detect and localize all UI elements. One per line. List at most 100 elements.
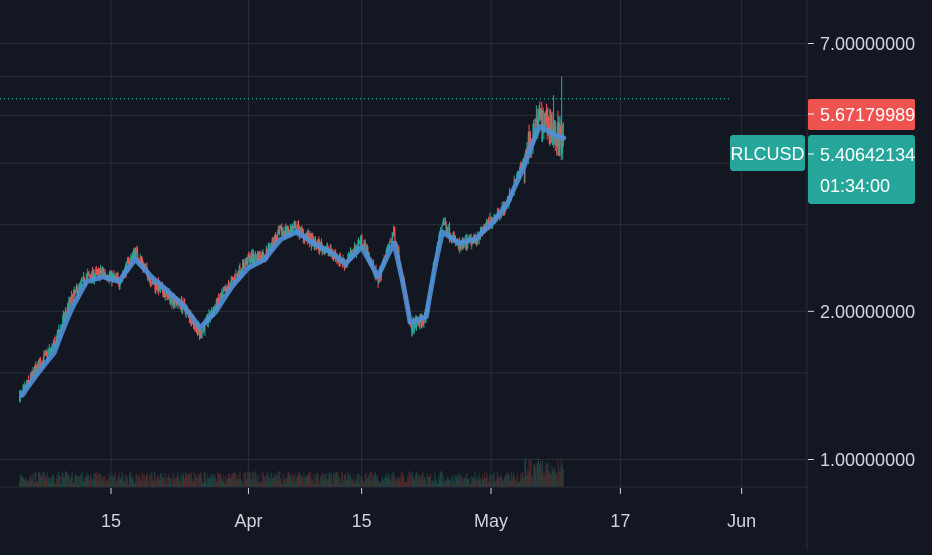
candle-body[interactable] [196, 325, 198, 334]
candle-body[interactable] [45, 352, 47, 353]
candle-body[interactable] [76, 287, 78, 289]
candle-body[interactable] [392, 234, 394, 237]
candle-body[interactable] [167, 294, 169, 301]
candle-body[interactable] [223, 290, 225, 292]
candle-body[interactable] [131, 257, 133, 262]
candle-body[interactable] [148, 278, 150, 280]
candle-body[interactable] [275, 235, 277, 245]
candle-body[interactable] [537, 114, 540, 126]
candle-body[interactable] [386, 247, 388, 252]
candle-body[interactable] [490, 218, 492, 221]
candle-body[interactable] [271, 243, 273, 248]
candle-body[interactable] [150, 284, 152, 285]
candle-body[interactable] [243, 263, 245, 267]
candle-body[interactable] [98, 270, 100, 279]
candle-body[interactable] [91, 271, 93, 280]
candle-body[interactable] [130, 257, 132, 259]
candle-body[interactable] [254, 254, 256, 262]
candle-body[interactable] [233, 278, 235, 280]
candle-body[interactable] [258, 253, 260, 260]
candle-body[interactable] [286, 230, 288, 232]
candle-body[interactable] [546, 113, 548, 132]
candle-body[interactable] [337, 260, 339, 262]
candle-body[interactable] [364, 242, 366, 245]
candle-body[interactable] [112, 275, 114, 276]
candle-body[interactable] [256, 255, 258, 261]
candle-body[interactable] [221, 292, 224, 294]
candle-body[interactable] [557, 122, 559, 145]
candle-body[interactable] [284, 227, 286, 236]
candle-body[interactable] [44, 352, 46, 356]
candle-body[interactable] [32, 371, 34, 376]
candle-body[interactable] [245, 262, 247, 263]
candle-body[interactable] [96, 270, 98, 272]
candle-body[interactable] [43, 354, 45, 364]
candle-body[interactable] [74, 290, 77, 293]
candle-body[interactable] [249, 256, 251, 264]
candle-body[interactable] [79, 282, 81, 286]
candle-body[interactable] [48, 349, 50, 352]
candle-body[interactable] [128, 260, 130, 267]
candle-body[interactable] [275, 235, 277, 239]
candle-body[interactable] [72, 294, 74, 303]
candle-body[interactable] [227, 284, 229, 291]
candle-body[interactable] [109, 275, 112, 277]
candle-body[interactable] [242, 262, 244, 274]
candle-body[interactable] [72, 294, 75, 303]
candle-body[interactable] [393, 227, 395, 233]
candle-body[interactable] [281, 231, 284, 235]
candle-body[interactable] [135, 249, 137, 257]
candle-body[interactable] [33, 367, 36, 379]
candle-body[interactable] [417, 322, 420, 324]
candle-body[interactable] [358, 241, 360, 243]
candle-body[interactable] [68, 300, 70, 311]
candle-body[interactable] [285, 227, 287, 234]
candle-body[interactable] [453, 235, 455, 239]
candle-body[interactable] [63, 314, 65, 320]
candle-body[interactable] [550, 116, 552, 132]
candle-body[interactable] [102, 270, 104, 272]
candle-body[interactable] [232, 278, 234, 280]
candle-body[interactable] [467, 239, 469, 249]
candle-body[interactable] [308, 233, 310, 241]
candle-body[interactable] [196, 331, 199, 334]
candle-body[interactable] [535, 122, 537, 129]
candle-body[interactable] [114, 276, 116, 278]
candle-body[interactable] [547, 116, 550, 129]
candle-body[interactable] [51, 347, 53, 353]
candle-body[interactable] [154, 282, 156, 290]
candle-body[interactable] [164, 290, 166, 297]
candle-body[interactable] [317, 241, 319, 244]
candle-body[interactable] [283, 232, 286, 236]
candle-body[interactable] [34, 367, 36, 372]
candle-body[interactable] [411, 327, 413, 332]
candle-body[interactable] [155, 283, 158, 289]
candle-body[interactable] [529, 135, 531, 147]
candle-body[interactable] [191, 318, 193, 324]
candle-body[interactable] [66, 312, 68, 314]
candle-body[interactable] [87, 273, 89, 274]
candle-body[interactable] [527, 135, 529, 153]
candle-body[interactable] [52, 343, 54, 347]
candle-body[interactable] [353, 244, 356, 255]
candle-body[interactable] [153, 282, 155, 285]
candle-body[interactable] [114, 276, 116, 278]
candle-body[interactable] [48, 351, 50, 353]
candle-body[interactable] [183, 301, 185, 303]
candle-body[interactable] [166, 290, 168, 301]
candle-body[interactable] [359, 241, 361, 245]
candle-body[interactable] [481, 227, 483, 231]
candle-body[interactable] [535, 116, 538, 123]
candle-body[interactable] [139, 258, 141, 262]
candle-body[interactable] [49, 349, 51, 352]
candle-body[interactable] [163, 292, 166, 297]
candle-body[interactable] [31, 372, 33, 377]
candle-body[interactable] [289, 231, 291, 234]
candle-body[interactable] [294, 225, 296, 226]
candle-body[interactable] [525, 150, 527, 159]
candle-body[interactable] [448, 226, 451, 238]
candle-body[interactable] [235, 274, 238, 276]
candle-body[interactable] [283, 232, 285, 234]
candle-body[interactable] [287, 226, 289, 231]
